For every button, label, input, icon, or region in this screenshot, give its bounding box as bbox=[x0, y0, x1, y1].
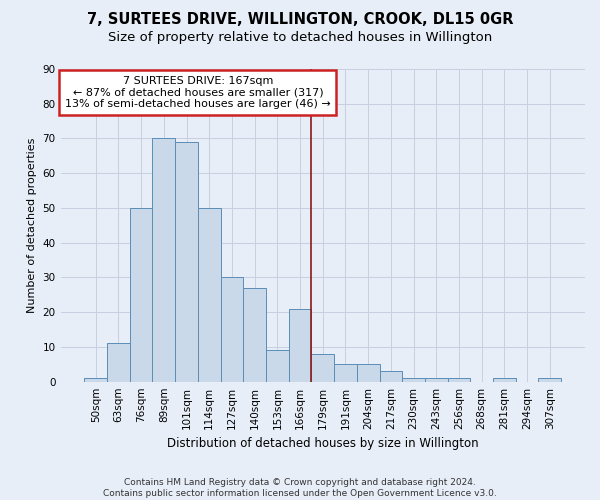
Text: 7, SURTEES DRIVE, WILLINGTON, CROOK, DL15 0GR: 7, SURTEES DRIVE, WILLINGTON, CROOK, DL1… bbox=[87, 12, 513, 28]
Y-axis label: Number of detached properties: Number of detached properties bbox=[27, 138, 37, 313]
Text: 7 SURTEES DRIVE: 167sqm  
← 87% of detached houses are smaller (317)
13% of semi: 7 SURTEES DRIVE: 167sqm ← 87% of detache… bbox=[65, 76, 331, 109]
Bar bbox=[244, 288, 266, 382]
Bar bbox=[357, 364, 380, 382]
X-axis label: Distribution of detached houses by size in Willington: Distribution of detached houses by size … bbox=[167, 437, 479, 450]
Bar bbox=[425, 378, 448, 382]
Text: Contains HM Land Registry data © Crown copyright and database right 2024.
Contai: Contains HM Land Registry data © Crown c… bbox=[103, 478, 497, 498]
Bar bbox=[152, 138, 175, 382]
Bar bbox=[334, 364, 357, 382]
Bar bbox=[85, 378, 107, 382]
Bar bbox=[402, 378, 425, 382]
Bar bbox=[289, 308, 311, 382]
Bar bbox=[266, 350, 289, 382]
Bar bbox=[175, 142, 198, 382]
Bar bbox=[380, 372, 402, 382]
Bar bbox=[493, 378, 516, 382]
Bar bbox=[221, 278, 244, 382]
Bar bbox=[311, 354, 334, 382]
Text: Size of property relative to detached houses in Willington: Size of property relative to detached ho… bbox=[108, 31, 492, 44]
Bar bbox=[448, 378, 470, 382]
Bar bbox=[130, 208, 152, 382]
Bar bbox=[107, 344, 130, 382]
Bar bbox=[198, 208, 221, 382]
Bar bbox=[538, 378, 561, 382]
